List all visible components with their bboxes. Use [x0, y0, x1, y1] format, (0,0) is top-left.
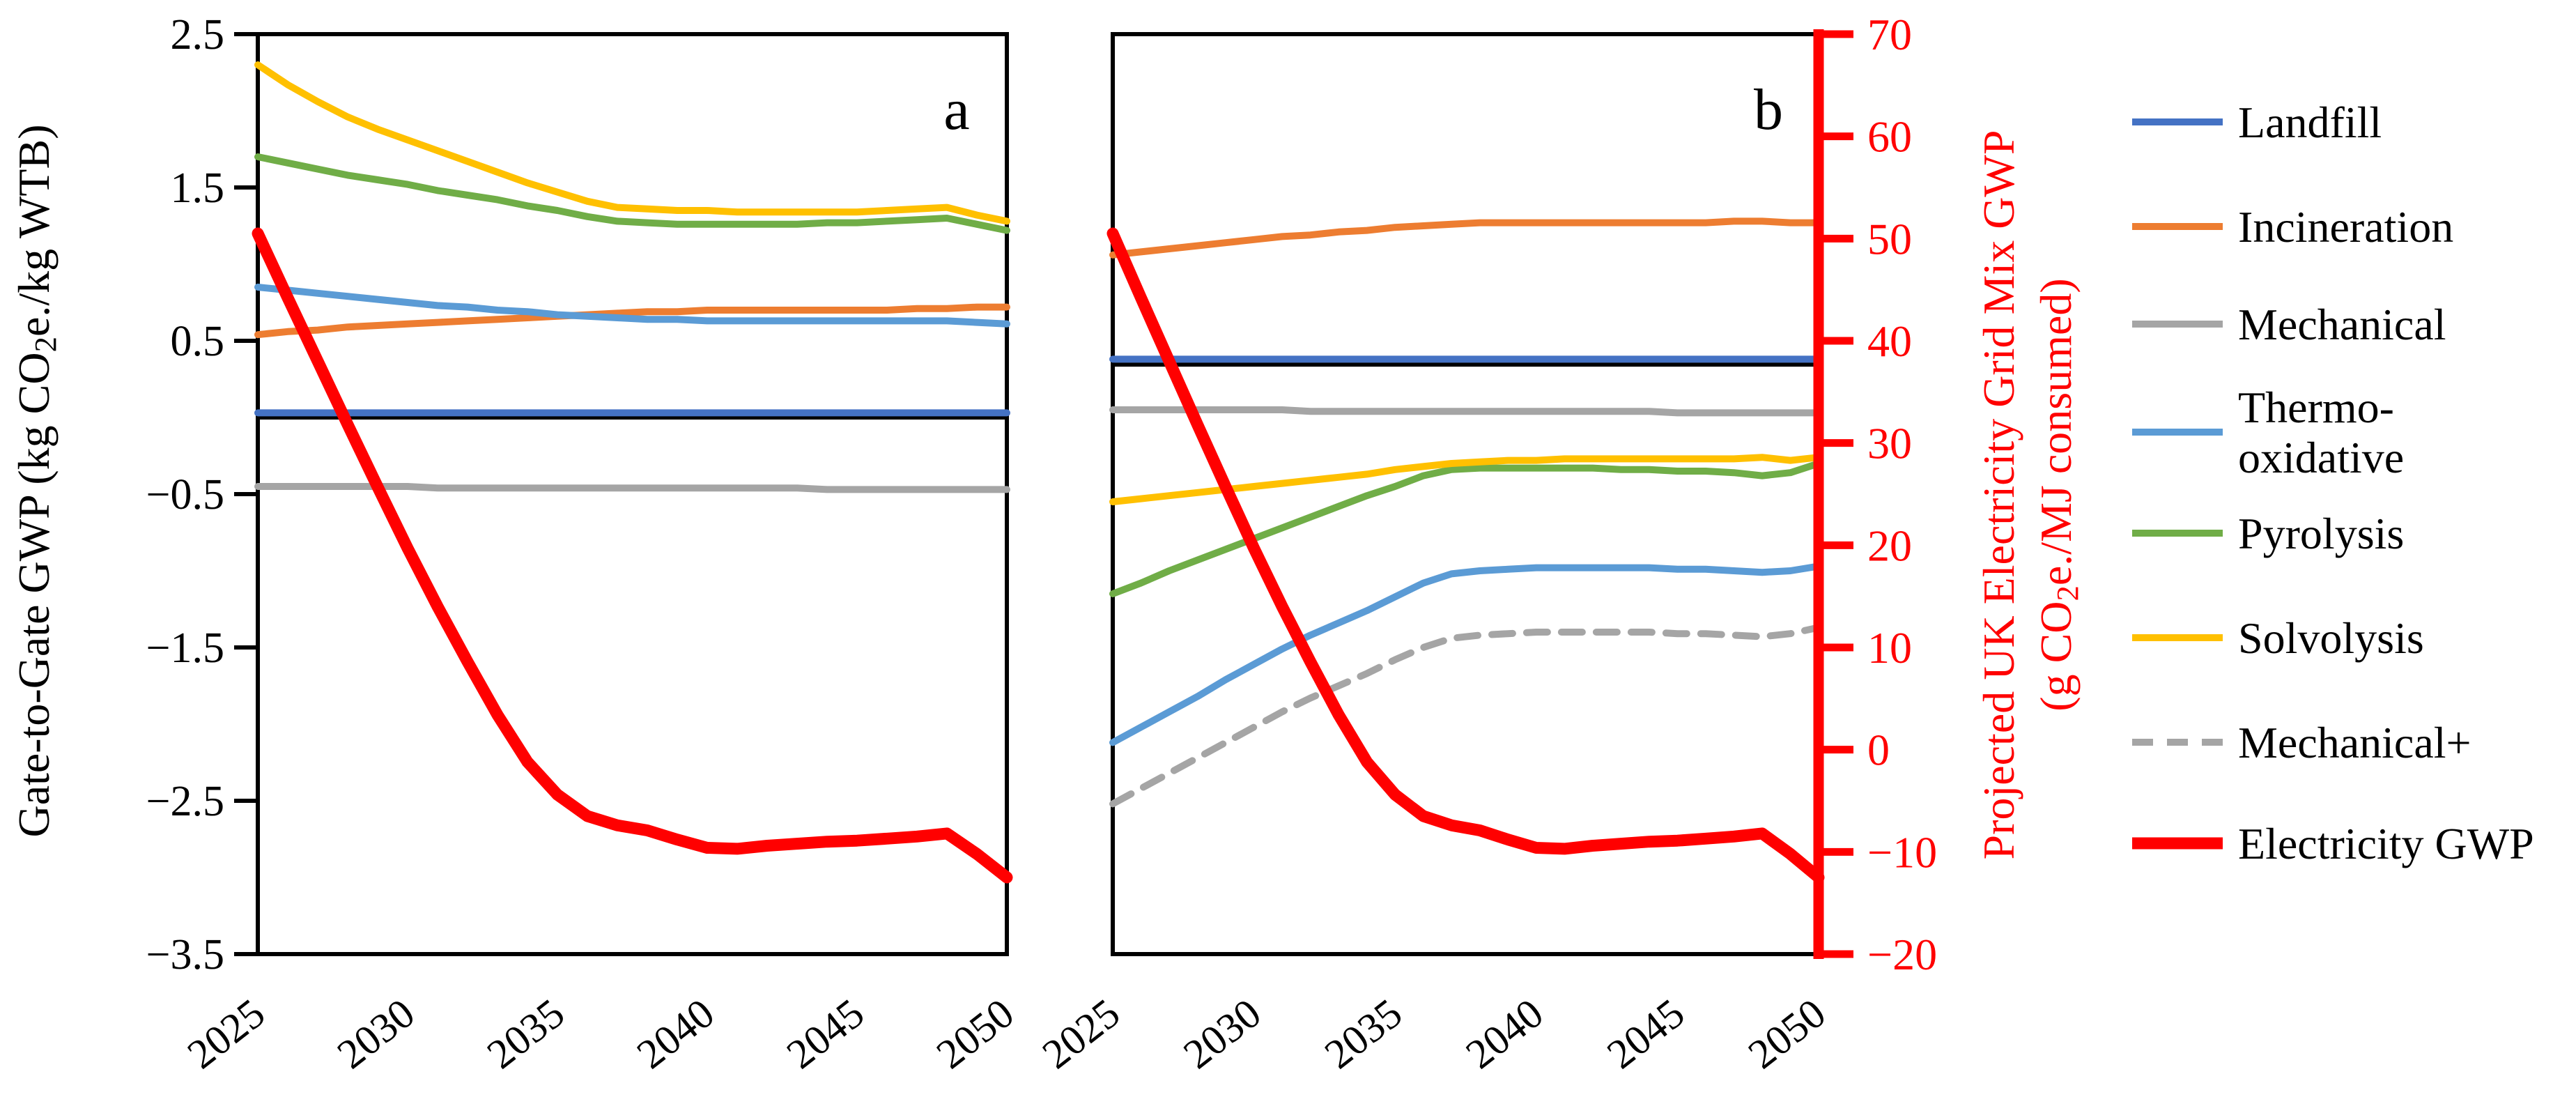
- x-tick-label-a: 2025: [179, 990, 273, 1077]
- right-axis-tick-label: 0: [1867, 726, 1890, 775]
- plot-frame-b: [1111, 32, 1821, 956]
- right-axis-tick-label: 70: [1867, 10, 1912, 59]
- series-line-thermo_oxidative-a: [254, 284, 1010, 328]
- left-axis-tick-label: 2.5: [171, 11, 225, 59]
- legend-label-mechanical_plus: Mechanical+: [2238, 718, 2471, 767]
- right-axis-tick-label: 40: [1867, 316, 1912, 366]
- right-axis-tick-label: 60: [1867, 112, 1912, 162]
- series-line-mechanical_plus-b: [1109, 624, 1822, 808]
- right-axis-title-line2: (g CO2e./MJ consumed): [2031, 278, 2085, 711]
- legend: Landfill Incineration Mechanical Thermo-oxi…: [2132, 98, 2534, 868]
- x-tick-label-a: 2035: [479, 990, 573, 1077]
- right-axis-tick-label: 30: [1867, 419, 1912, 468]
- panel-a: a 2025 2030 2035 2040 2045 2050: [179, 32, 1022, 1077]
- series-line-solvolysis-a: [254, 61, 1010, 225]
- right-axis-tick-label: 50: [1867, 214, 1912, 263]
- right-axis-tick-label: 20: [1867, 521, 1912, 570]
- legend-label-incineration: Incineration: [2238, 202, 2453, 252]
- x-tick-label-b: 2030: [1175, 990, 1269, 1077]
- legend-label-electricity: Electricity GWP: [2238, 819, 2534, 868]
- series-line-electricity-b: [1106, 227, 1825, 884]
- legend-label-pyrolysis: Pyrolysis: [2238, 509, 2404, 558]
- right-axis-tick-label: −20: [1867, 930, 1937, 979]
- legend-label-thermo_oxidative: oxidative: [2238, 433, 2404, 482]
- x-tick-label-a: 2040: [628, 990, 723, 1077]
- left-axis-tick-label: −3.5: [146, 931, 224, 978]
- x-tick-label-a: 2030: [329, 990, 423, 1077]
- left-axis: 2.5 1.5 0.5 −0.5 −1.5 −2.5 −3.5 Gate-to-Gate GW…: [9, 11, 259, 978]
- legend-label-landfill: Landfill: [2238, 98, 2382, 147]
- x-tick-label-b: 2045: [1598, 990, 1692, 1077]
- series-line-pyrolysis-a: [254, 153, 1010, 234]
- legend-label-thermo_oxidative: Thermo-: [2238, 383, 2394, 432]
- right-axis-tick-label: 10: [1867, 623, 1912, 673]
- right-axis: 70 60 50 40 30 20 10 0 −10 −20 Projected UK Electr…: [1813, 10, 2085, 979]
- left-axis-title: Gate-to-Gate GWP (kg CO2e./kg WTB): [9, 124, 63, 837]
- right-axis-title-line1: Projected UK Electricity Grid Mix GWP: [1974, 130, 2023, 860]
- panel-b: b 2025 2030 2035 2040 2045 2050: [1034, 32, 1834, 1077]
- panel-label-b: b: [1754, 77, 1783, 142]
- left-axis-tick-label: −0.5: [146, 471, 224, 519]
- x-tick-label-b: 2025: [1034, 990, 1128, 1077]
- x-tick-label-b: 2035: [1316, 990, 1410, 1077]
- series-line-incineration-a: [254, 303, 1010, 339]
- x-tick-label-a: 2050: [928, 990, 1022, 1077]
- panel-label-a: a: [943, 77, 969, 142]
- x-tick-label-b: 2050: [1740, 990, 1834, 1077]
- series-line-pyrolysis-b: [1109, 460, 1822, 597]
- plot-frame-a: [256, 32, 1009, 956]
- legend-label-mechanical: Mechanical: [2238, 300, 2446, 349]
- left-axis-tick-label: 0.5: [171, 318, 225, 365]
- series-line-mechanical-b: [1109, 406, 1822, 417]
- x-tick-label-a: 2045: [778, 990, 872, 1077]
- series-line-incineration-b: [1109, 217, 1822, 259]
- right-axis-tick-label: −10: [1867, 827, 1937, 877]
- series-line-electricity-a: [252, 227, 1013, 884]
- series-line-mechanical-a: [254, 483, 1010, 493]
- legend-label-solvolysis: Solvolysis: [2238, 613, 2424, 663]
- series-line-thermo_oxidative-b: [1109, 562, 1822, 746]
- x-tick-label-b: 2040: [1458, 990, 1552, 1077]
- left-axis-tick-label: 1.5: [171, 164, 225, 212]
- left-axis-tick-label: −2.5: [146, 778, 224, 825]
- left-axis-tick-label: −1.5: [146, 624, 224, 672]
